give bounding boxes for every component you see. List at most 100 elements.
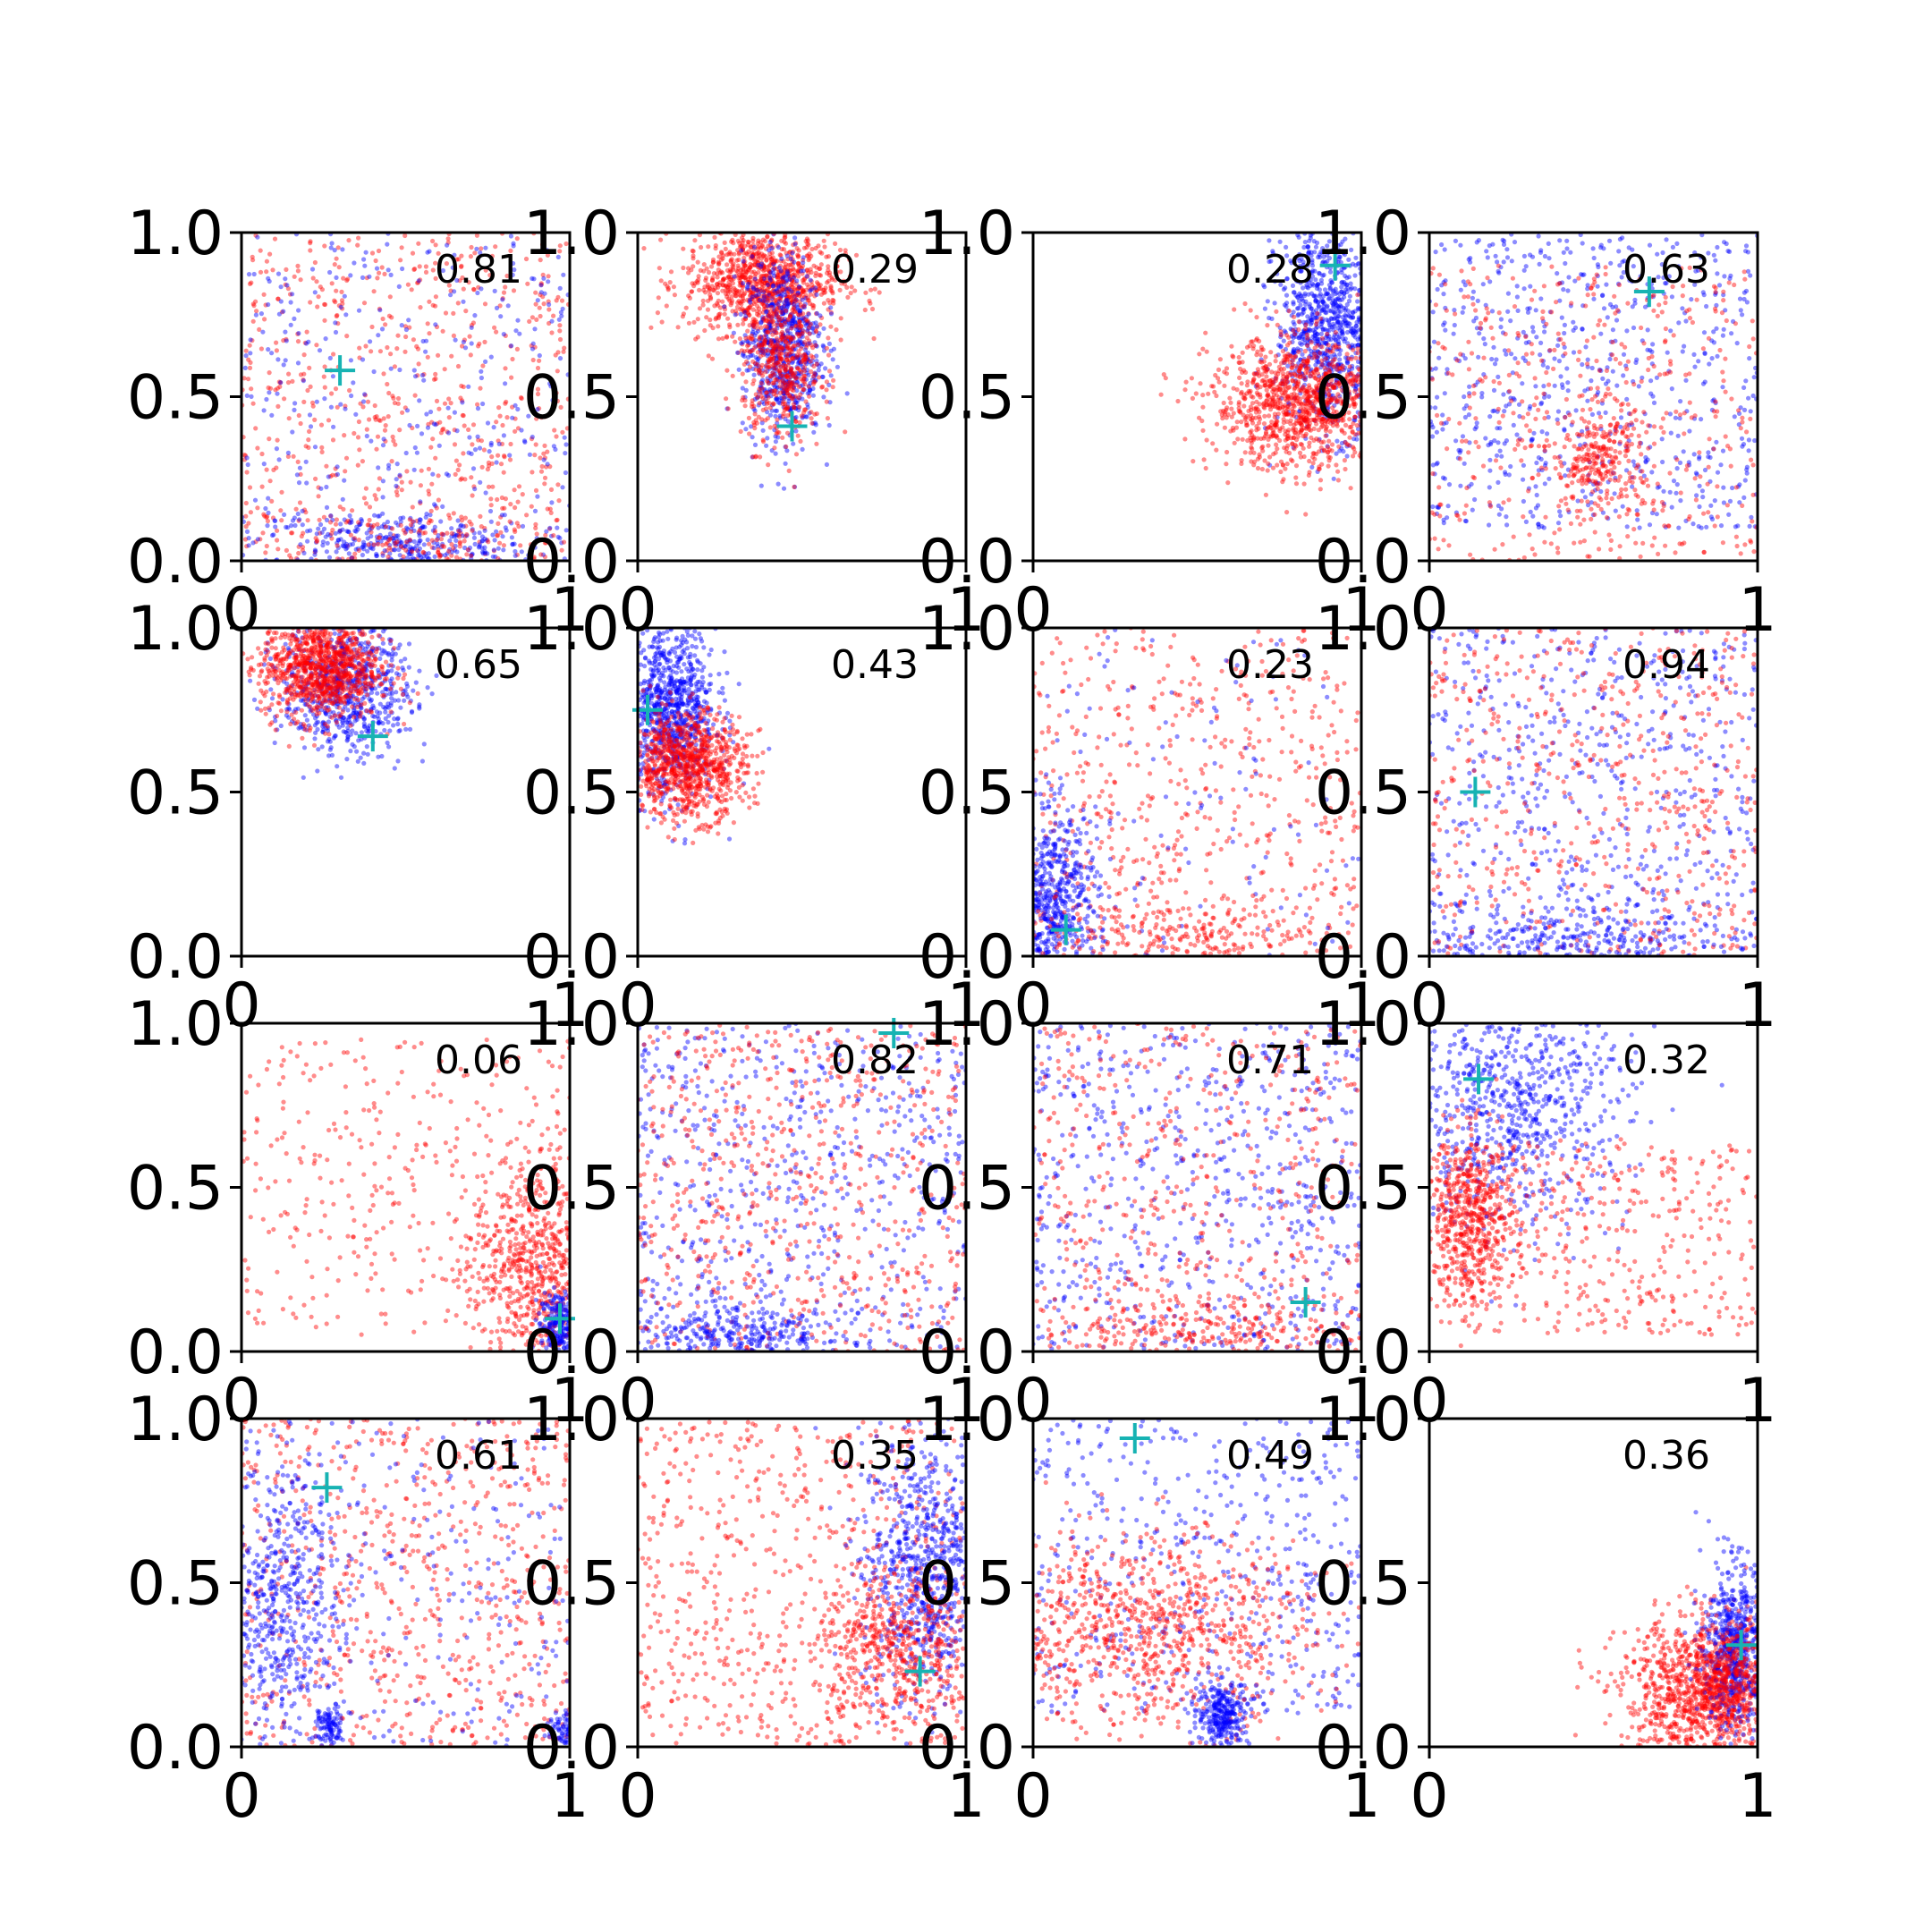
data-point <box>360 552 365 558</box>
data-point <box>501 332 506 337</box>
data-point <box>313 476 318 482</box>
data-point <box>741 353 747 359</box>
data-point <box>436 552 442 557</box>
data-point <box>1324 310 1329 316</box>
data-point <box>775 275 781 282</box>
data-point <box>514 552 521 557</box>
data-point <box>759 399 765 405</box>
data-point <box>386 462 392 468</box>
data-point <box>367 517 372 523</box>
data-point <box>458 477 463 482</box>
data-point <box>304 480 309 486</box>
data-point <box>800 334 805 339</box>
data-point <box>1309 355 1315 360</box>
data-point <box>474 246 479 251</box>
data-point <box>339 298 345 303</box>
data-point <box>756 342 761 347</box>
data-point <box>283 329 288 335</box>
data-point <box>789 277 795 283</box>
data-point <box>334 549 339 555</box>
data-point <box>771 402 776 407</box>
data-point <box>758 260 765 266</box>
data-point <box>1291 290 1296 295</box>
data-point <box>1292 350 1297 355</box>
data-point <box>429 481 435 487</box>
data-point <box>1335 309 1341 315</box>
data-point <box>773 346 778 352</box>
data-point <box>466 427 471 432</box>
data-point <box>548 487 555 493</box>
data-point <box>810 326 816 331</box>
data-point <box>1339 297 1344 302</box>
data-point <box>1263 492 1268 497</box>
data-point <box>483 267 488 273</box>
data-point <box>1313 330 1318 335</box>
data-point <box>767 292 772 298</box>
data-point <box>547 307 552 312</box>
data-point <box>750 253 756 258</box>
data-point <box>702 284 708 290</box>
data-point <box>809 361 815 368</box>
data-point <box>783 369 788 374</box>
data-point <box>762 297 767 302</box>
data-point <box>755 282 760 287</box>
data-point <box>538 455 543 461</box>
data-point <box>800 263 806 268</box>
data-point <box>487 508 494 514</box>
data-point <box>1292 314 1297 319</box>
data-point <box>788 294 793 301</box>
data-point <box>543 532 548 538</box>
data-point <box>519 395 524 402</box>
data-point <box>415 423 420 428</box>
data-point <box>542 481 547 487</box>
data-point <box>1323 356 1329 361</box>
data-point <box>545 462 550 467</box>
data-point <box>360 545 365 550</box>
data-point <box>1296 402 1301 407</box>
data-point <box>780 331 786 336</box>
data-point <box>1301 373 1306 378</box>
data-point <box>777 375 784 380</box>
data-point <box>461 286 466 292</box>
data-point <box>1265 367 1270 372</box>
data-point <box>781 287 786 292</box>
data-point <box>724 275 731 281</box>
data-point <box>314 531 319 537</box>
data-point <box>503 333 508 338</box>
data-point <box>1318 364 1324 370</box>
data-point <box>1332 332 1337 337</box>
data-point <box>768 299 774 304</box>
data-point <box>743 308 749 313</box>
data-point <box>715 271 720 276</box>
data-point <box>794 376 800 381</box>
data-point <box>795 366 801 371</box>
data-point <box>775 348 781 353</box>
data-point <box>792 319 798 325</box>
data-point <box>335 471 340 478</box>
data-point <box>540 294 546 300</box>
data-point <box>765 436 770 441</box>
data-point <box>724 252 730 258</box>
data-point <box>725 316 731 321</box>
data-point <box>803 414 809 419</box>
data-point <box>408 545 413 550</box>
data-point <box>1258 357 1264 362</box>
data-point <box>816 334 821 339</box>
data-point <box>516 523 521 530</box>
data-point <box>803 360 809 365</box>
data-point <box>1267 462 1273 468</box>
data-point <box>801 377 807 382</box>
data-point <box>510 541 515 547</box>
data-point <box>1335 303 1340 309</box>
data-point <box>775 400 782 405</box>
data-point <box>827 270 833 275</box>
data-point <box>1326 336 1332 343</box>
data-point <box>756 313 761 318</box>
data-point <box>735 300 741 306</box>
data-point <box>750 454 756 460</box>
data-point <box>1323 372 1328 377</box>
data-point <box>1280 462 1285 468</box>
data-point <box>533 525 538 531</box>
data-point <box>434 538 439 543</box>
data-point <box>389 459 394 464</box>
